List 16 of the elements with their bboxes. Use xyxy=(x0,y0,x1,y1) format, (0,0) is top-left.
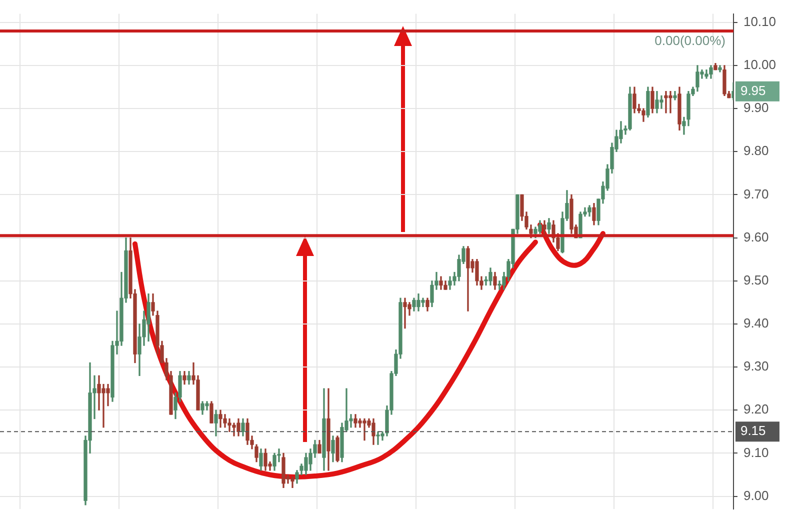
text: 9.95 xyxy=(740,82,766,98)
y-tick-label: 9.70 xyxy=(743,186,769,202)
y-tick-label: 9.00 xyxy=(743,488,769,503)
y-tick-label: 9.90 xyxy=(743,100,769,116)
y-tick-label: 9.40 xyxy=(743,316,769,331)
y-tick-label: 10.00 xyxy=(743,57,776,72)
candlestick xyxy=(673,91,677,100)
y-tick-label: 9.60 xyxy=(743,229,769,244)
y-tick-label: 9.30 xyxy=(743,358,769,374)
y-tick-label: 9.20 xyxy=(743,402,769,417)
annotation: 0.00(0.00%) xyxy=(654,33,726,48)
y-tick-label: 10.10 xyxy=(743,14,776,29)
y-tick-label: 9.10 xyxy=(743,444,769,460)
ref-line-label: 9.15 xyxy=(740,423,766,438)
y-tick-label: 9.50 xyxy=(743,272,769,288)
y-tick-label: 9.80 xyxy=(743,143,769,158)
